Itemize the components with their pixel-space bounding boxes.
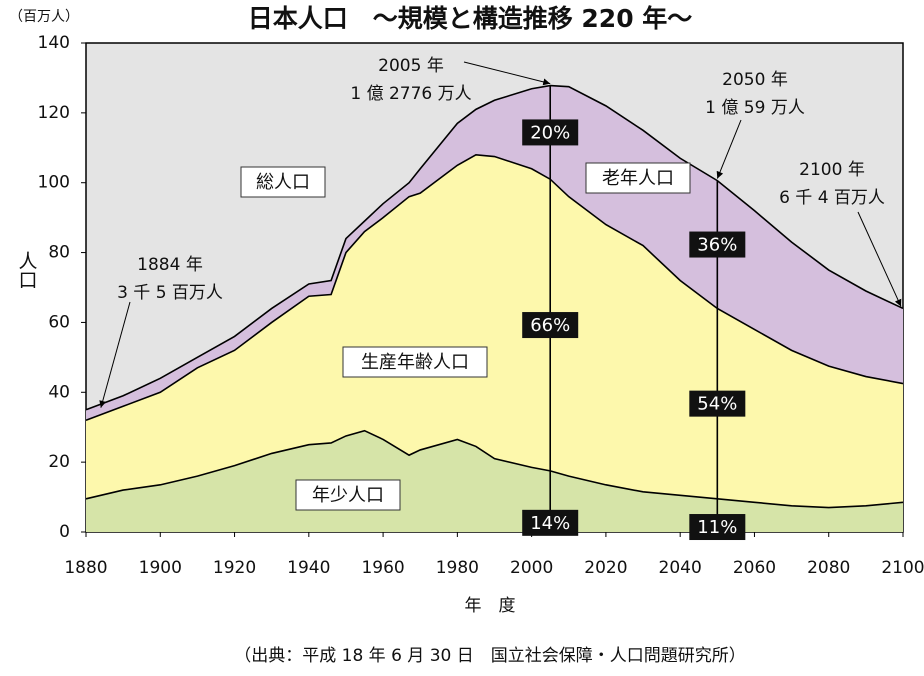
x-tick-label: 2080 bbox=[807, 558, 850, 578]
region-label: 生産年齢人口 bbox=[361, 352, 469, 373]
x-tick-label: 1900 bbox=[139, 558, 182, 578]
x-axis-label: 年 度 bbox=[465, 596, 516, 616]
y-tick-label: 100 bbox=[38, 173, 70, 193]
annotation-text: 1 億 59 万人 bbox=[705, 98, 805, 118]
area-boundary bbox=[85, 429, 904, 509]
area bbox=[86, 154, 903, 508]
y-tick-label: 80 bbox=[48, 243, 70, 263]
y-unit: （百万人） bbox=[9, 9, 79, 25]
share-box bbox=[689, 231, 746, 258]
share-label: 14% bbox=[530, 513, 570, 534]
annotation-arrow bbox=[463, 61, 551, 86]
share-label: 36% bbox=[697, 235, 737, 256]
share-label: 54% bbox=[697, 394, 737, 415]
y-tick-label: 20 bbox=[48, 452, 70, 472]
y-tick-label: 0 bbox=[59, 522, 70, 542]
annotation-text: 2050 年 bbox=[722, 70, 788, 90]
chart-title: 日本人口 ～規模と構造推移 220 年～ bbox=[248, 4, 693, 33]
annotation-text: 3 千 5 百万人 bbox=[117, 283, 223, 303]
annotation-text: 2005 年 bbox=[378, 56, 444, 76]
share-label: 11% bbox=[697, 517, 737, 538]
source: （出典：平成 18 年 6 月 30 日 国立社会保障・人口問題研究所） bbox=[234, 646, 746, 666]
annotation-arrow bbox=[857, 211, 902, 307]
x-tick-label: 2040 bbox=[659, 558, 702, 578]
annotation-arrow bbox=[716, 119, 742, 179]
region-label-box bbox=[240, 166, 326, 198]
x-tick-label: 2100 bbox=[881, 558, 924, 578]
x-tick-label: 1940 bbox=[287, 558, 330, 578]
x-tick-label: 2060 bbox=[733, 558, 776, 578]
share-label: 20% bbox=[530, 122, 570, 143]
area-boundary bbox=[85, 84, 904, 411]
share-box bbox=[689, 514, 746, 541]
share-label: 66% bbox=[530, 315, 570, 336]
y-axis-label: 人口 bbox=[16, 251, 38, 289]
annotation-arrow bbox=[99, 301, 131, 408]
share-box bbox=[522, 312, 579, 339]
annotation-text: 1884 年 bbox=[137, 255, 203, 275]
x-tick-label: 2000 bbox=[510, 558, 553, 578]
region-label: 年少人口 bbox=[312, 485, 384, 506]
annotation-text: 1 億 2776 万人 bbox=[350, 84, 471, 104]
region-label-box bbox=[585, 162, 691, 194]
share-box bbox=[522, 119, 579, 146]
y-tick-label: 140 bbox=[38, 33, 70, 53]
annotation-text: 6 千 4 百万人 bbox=[779, 188, 885, 208]
region-label: 老年人口 bbox=[602, 168, 674, 189]
y-tick-label: 120 bbox=[38, 103, 70, 123]
y-tick-label: 40 bbox=[48, 382, 70, 402]
share-box bbox=[689, 390, 746, 417]
region-label-box bbox=[295, 479, 401, 511]
x-tick-label: 1880 bbox=[64, 558, 107, 578]
x-tick-label: 2020 bbox=[584, 558, 627, 578]
x-tick-label: 1980 bbox=[436, 558, 479, 578]
x-tick-label: 1920 bbox=[213, 558, 256, 578]
region-label: 総人口 bbox=[256, 172, 310, 193]
area bbox=[86, 430, 903, 532]
x-tick-label: 1960 bbox=[361, 558, 404, 578]
region-label-box bbox=[342, 346, 488, 378]
annotation-text: 2100 年 bbox=[799, 160, 865, 180]
area-boundary bbox=[85, 153, 904, 421]
share-box bbox=[522, 509, 579, 536]
y-tick-label: 60 bbox=[48, 312, 70, 332]
